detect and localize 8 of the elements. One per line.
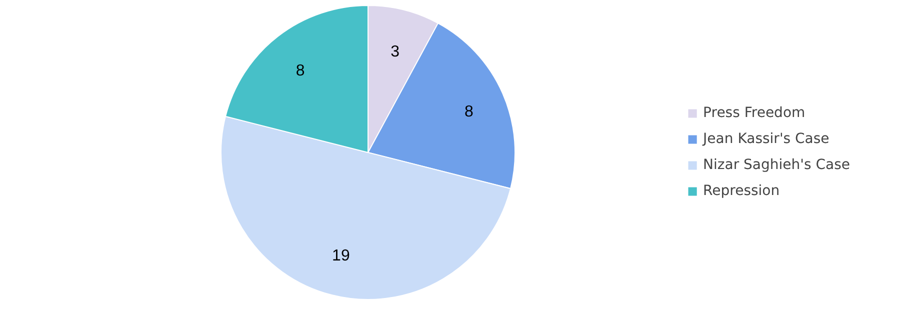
- data-label: 3: [390, 44, 400, 61]
- data-label: 8: [296, 62, 305, 80]
- data-label: 8: [464, 103, 474, 120]
- legend-label: Nizar Saghieh's Case: [703, 157, 850, 173]
- legend-label: Repression: [703, 183, 780, 199]
- legend-label: Jean Kassir's Case: [703, 131, 830, 147]
- legend-label: Press Freedom: [703, 105, 806, 121]
- data-label: 19: [332, 247, 350, 264]
